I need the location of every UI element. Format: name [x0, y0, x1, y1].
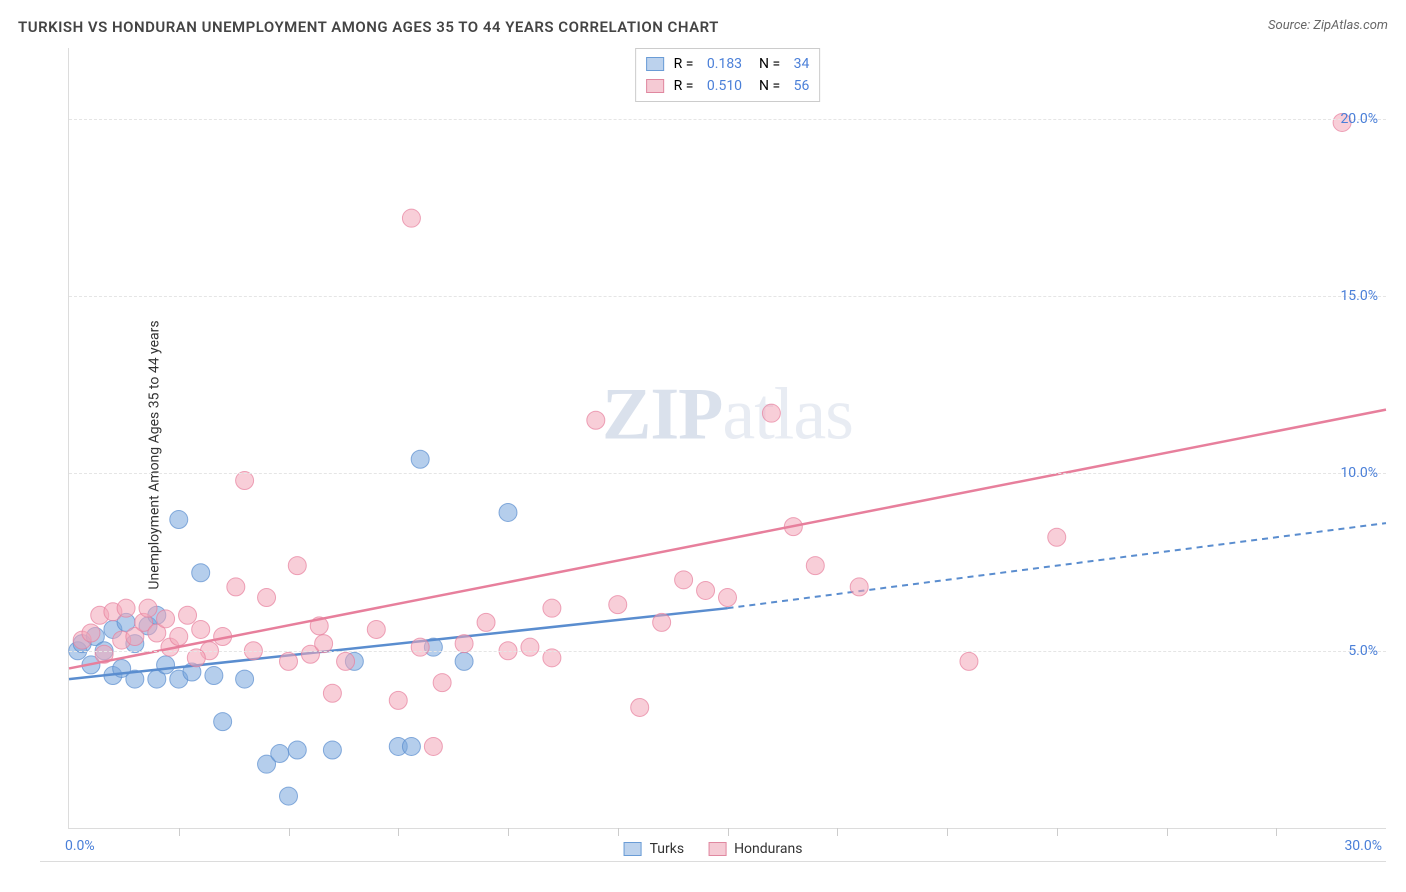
data-point [521, 638, 539, 656]
data-point [389, 691, 407, 709]
data-point [227, 578, 245, 596]
legend-item-turks: Turks [624, 841, 685, 857]
data-point [117, 599, 135, 617]
data-point [402, 737, 420, 755]
data-point [288, 741, 306, 759]
data-point [205, 667, 223, 685]
data-point [477, 613, 495, 631]
series-legend: Turks Hondurans [624, 841, 803, 857]
data-point [609, 596, 627, 614]
data-point [806, 557, 824, 575]
data-point [850, 578, 868, 596]
y-tick-label: 5.0% [1348, 643, 1378, 659]
data-point [1048, 528, 1066, 546]
data-point [424, 737, 442, 755]
source-attribution: Source: ZipAtlas.com [1268, 18, 1388, 33]
legend-item-hondurans: Hondurans [708, 841, 802, 857]
data-point [170, 628, 188, 646]
data-point [179, 606, 197, 624]
data-point [280, 652, 298, 670]
data-point [139, 599, 157, 617]
data-point [157, 656, 175, 674]
data-point [157, 610, 175, 628]
data-point [960, 652, 978, 670]
chart-header: TURKISH VS HONDURAN UNEMPLOYMENT AMONG A… [18, 18, 1388, 36]
data-point [411, 450, 429, 468]
data-point [323, 684, 341, 702]
data-point [82, 624, 100, 642]
data-point [653, 613, 671, 631]
x-tick-label: 0.0% [65, 838, 95, 854]
data-point [258, 589, 276, 607]
data-point [214, 713, 232, 731]
data-point [323, 741, 341, 759]
data-point [337, 652, 355, 670]
data-point [236, 670, 254, 688]
data-point [587, 411, 605, 429]
chart-title: TURKISH VS HONDURAN UNEMPLOYMENT AMONG A… [18, 18, 1388, 36]
data-point [271, 745, 289, 763]
data-point [499, 503, 517, 521]
data-point [192, 620, 210, 638]
x-tick-label: 30.0% [1344, 838, 1382, 854]
data-point [170, 511, 188, 529]
data-point [631, 698, 649, 716]
data-point [280, 787, 298, 805]
data-point [762, 404, 780, 422]
data-point [433, 674, 451, 692]
data-point [675, 571, 693, 589]
plot-area: ZIPatlas R = 0.183 N = 34 R = 0.510 N = … [68, 48, 1386, 829]
data-point [402, 209, 420, 227]
swatch-icon [624, 842, 642, 856]
data-point [697, 581, 715, 599]
data-point [411, 638, 429, 656]
chart-container: Unemployment Among Ages 35 to 44 years Z… [40, 48, 1386, 862]
scatter-svg [69, 48, 1386, 828]
data-point [367, 620, 385, 638]
data-point [543, 599, 561, 617]
y-tick-label: 10.0% [1340, 465, 1378, 481]
y-tick-label: 20.0% [1340, 111, 1378, 127]
y-tick-label: 15.0% [1340, 288, 1378, 304]
swatch-icon [708, 842, 726, 856]
trend-line [69, 410, 1386, 669]
data-point [288, 557, 306, 575]
data-point [719, 589, 737, 607]
data-point [192, 564, 210, 582]
data-point [455, 652, 473, 670]
